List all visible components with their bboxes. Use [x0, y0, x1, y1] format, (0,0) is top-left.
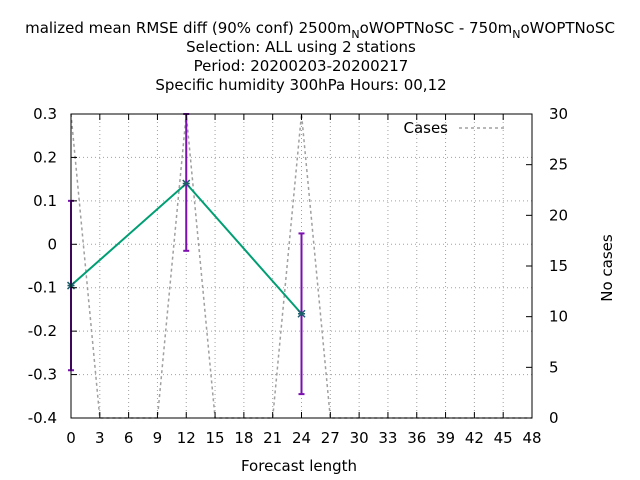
x-tick-label: 15 — [206, 429, 225, 447]
y2-axis-ticks: 0 5 10 15 20 25 30 — [526, 105, 568, 427]
x-tick-label: 36 — [407, 429, 426, 447]
title-line-2: Selection: ALL using 2 stations — [186, 38, 416, 56]
x-tick-label: 3 — [95, 429, 105, 447]
y2-axis-label: No cases — [598, 234, 616, 302]
y-tick-label: 0.1 — [33, 192, 57, 210]
y-tick-label: -0.4 — [28, 409, 57, 427]
y-tick-label: 0 — [47, 235, 57, 253]
x-tick-label: 18 — [234, 429, 253, 447]
y-axis-ticks: 0.3 0.2 0.1 0 -0.1 -0.2 -0.3 -0.4 — [28, 105, 77, 427]
x-tick-label: 27 — [321, 429, 340, 447]
grid — [71, 114, 532, 418]
x-tick-label: 12 — [177, 429, 196, 447]
y-tick-label: -0.1 — [28, 279, 57, 297]
x-tick-label: 33 — [378, 429, 397, 447]
y2-tick-label: 15 — [549, 257, 568, 275]
data-point — [182, 179, 191, 188]
x-axis-ticks: 0 3 6 9 12 15 18 21 24 27 30 33 36 39 42 45 48 — [66, 114, 542, 447]
title-line-4: Specific humidity 300hPa Hours: 00,12 — [155, 76, 446, 94]
legend: Cases — [403, 119, 505, 137]
y2-tick-label: 30 — [549, 105, 568, 123]
y2-tick-label: 5 — [549, 358, 559, 376]
y-tick-label: 0.2 — [33, 148, 57, 166]
x-tick-label: 39 — [436, 429, 455, 447]
title-line-1: malized mean RMSE diff (90% conf) 2500mN… — [25, 19, 615, 41]
legend-label-cases: Cases — [403, 119, 448, 137]
x-tick-label: 21 — [263, 429, 282, 447]
x-tick-label: 9 — [153, 429, 163, 447]
chart-title: malized mean RMSE diff (90% conf) 2500mN… — [25, 19, 615, 94]
title-line-3: Period: 20200203-20200217 — [194, 57, 409, 75]
x-tick-label: 45 — [494, 429, 513, 447]
y2-tick-label: 0 — [549, 409, 559, 427]
y-tick-label: 0.3 — [33, 105, 57, 123]
y2-tick-label: 25 — [549, 156, 568, 174]
x-axis-label: Forecast length — [241, 457, 357, 475]
x-tick-label: 42 — [465, 429, 484, 447]
y2-tick-label: 20 — [549, 206, 568, 224]
x-tick-label: 0 — [66, 429, 76, 447]
x-tick-label: 24 — [292, 429, 311, 447]
data-point — [297, 309, 306, 318]
x-tick-label: 6 — [124, 429, 134, 447]
x-tick-label: 30 — [350, 429, 369, 447]
y2-tick-label: 10 — [549, 308, 568, 326]
y-tick-label: -0.2 — [28, 322, 57, 340]
y-tick-label: -0.3 — [28, 366, 57, 384]
x-tick-label: 48 — [522, 429, 541, 447]
